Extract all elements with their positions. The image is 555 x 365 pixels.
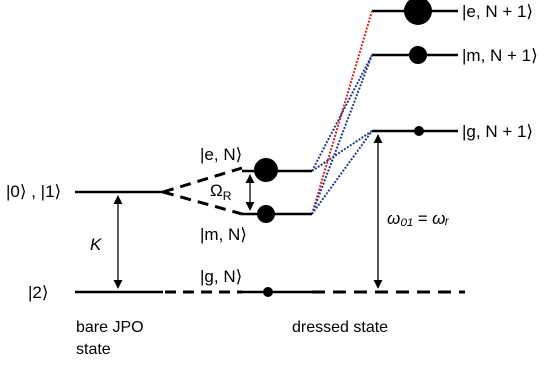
label-kerr: K xyxy=(90,235,102,254)
split-dash-lower xyxy=(162,190,243,216)
caption-dressed: dressed state xyxy=(292,319,388,336)
population-dot-gN xyxy=(263,287,273,297)
transition-blue-m-g xyxy=(311,130,373,215)
label-rabi-symbol: Ω xyxy=(210,181,223,200)
label-e-N1: |e, N + 1⟩ xyxy=(462,2,533,21)
label-g-N: |g, N⟩ xyxy=(200,267,242,286)
caption-bare-line1: bare JPO xyxy=(76,319,144,336)
population-dot-mN1 xyxy=(409,46,427,64)
label-g-N1: |g, N + 1⟩ xyxy=(462,122,533,141)
label-resonance: ω₀₁ = ωᵣ xyxy=(387,209,449,228)
transition-blue-e-g xyxy=(311,130,373,172)
population-dot-gN1 xyxy=(414,126,424,136)
label-bare-levels: |0⟩ , |1⟩ xyxy=(6,182,61,201)
transition-blue-m-m xyxy=(311,54,373,215)
caption-bare-line2: state xyxy=(76,341,111,358)
label-rabi: ΩR xyxy=(210,181,232,203)
population-dot-mN xyxy=(257,205,275,223)
label-e-N: |e, N⟩ xyxy=(200,145,242,164)
transition-blue-e-m xyxy=(311,54,373,172)
label-m-N1: |m, N + 1⟩ xyxy=(462,46,538,65)
split-dash-upper xyxy=(162,166,243,194)
population-dot-eN xyxy=(254,158,278,182)
label-m-N: |m, N⟩ xyxy=(200,225,247,244)
label-rabi-sub: R xyxy=(223,189,232,203)
label-ground-level: |2⟩ xyxy=(28,283,49,302)
population-dot-eN1 xyxy=(404,0,432,25)
transition-red xyxy=(311,10,373,215)
